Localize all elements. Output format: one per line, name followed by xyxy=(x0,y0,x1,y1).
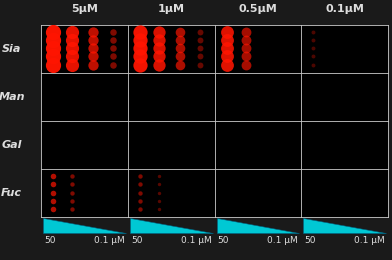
Point xyxy=(177,30,183,34)
Point xyxy=(50,199,56,203)
Point xyxy=(90,46,96,50)
Point xyxy=(137,182,143,186)
Point xyxy=(69,174,76,178)
Point xyxy=(69,191,76,195)
Point xyxy=(197,46,203,50)
Point xyxy=(156,38,162,42)
Text: Gal: Gal xyxy=(1,140,22,150)
Point xyxy=(223,63,230,67)
Point xyxy=(69,63,76,67)
Point xyxy=(156,191,162,195)
Point xyxy=(243,38,249,42)
Point xyxy=(69,38,76,42)
Point xyxy=(137,174,143,178)
Point xyxy=(156,46,162,50)
Point xyxy=(156,199,162,203)
Point xyxy=(50,191,56,195)
Point xyxy=(177,38,183,42)
Point xyxy=(137,38,143,42)
Point xyxy=(197,38,203,42)
Point xyxy=(310,38,317,42)
Text: Sia: Sia xyxy=(2,44,21,54)
Point xyxy=(110,38,116,42)
Point xyxy=(156,182,162,186)
Point xyxy=(197,54,203,58)
Point xyxy=(50,54,56,58)
Point xyxy=(156,54,162,58)
Text: 50: 50 xyxy=(44,236,56,245)
Text: Fuc: Fuc xyxy=(1,188,22,198)
Point xyxy=(69,199,76,203)
Point xyxy=(69,30,76,34)
Point xyxy=(90,30,96,34)
Point xyxy=(50,46,56,50)
Point xyxy=(156,207,162,211)
Point xyxy=(243,54,249,58)
Point xyxy=(50,182,56,186)
Point xyxy=(90,38,96,42)
Point xyxy=(310,54,317,58)
Point xyxy=(50,174,56,178)
Text: 1μM: 1μM xyxy=(158,4,185,14)
Point xyxy=(137,199,143,203)
Text: 5μM: 5μM xyxy=(71,4,98,14)
Point xyxy=(243,63,249,67)
Point xyxy=(50,30,56,34)
Point xyxy=(110,54,116,58)
Point xyxy=(197,63,203,67)
Point xyxy=(177,46,183,50)
Point xyxy=(69,182,76,186)
Point xyxy=(223,46,230,50)
Point xyxy=(137,46,143,50)
Text: 0.1 μM: 0.1 μM xyxy=(94,236,125,245)
Point xyxy=(110,63,116,67)
Text: Man: Man xyxy=(0,92,25,102)
Point xyxy=(69,54,76,58)
Point xyxy=(110,30,116,34)
Point xyxy=(50,63,56,67)
Point xyxy=(243,46,249,50)
Point xyxy=(223,38,230,42)
Point xyxy=(50,207,56,211)
Point xyxy=(137,207,143,211)
Point xyxy=(110,46,116,50)
Point xyxy=(223,54,230,58)
Point xyxy=(197,30,203,34)
Text: 0.1 μM: 0.1 μM xyxy=(267,236,298,245)
Point xyxy=(223,30,230,34)
Point xyxy=(156,30,162,34)
Point xyxy=(310,63,317,67)
Text: 0.1 μM: 0.1 μM xyxy=(181,236,211,245)
Point xyxy=(137,30,143,34)
Text: 50: 50 xyxy=(131,236,143,245)
Point xyxy=(69,46,76,50)
Text: 50: 50 xyxy=(305,236,316,245)
Point xyxy=(177,63,183,67)
Point xyxy=(310,46,317,50)
Point xyxy=(50,38,56,42)
Point xyxy=(90,63,96,67)
Point xyxy=(137,191,143,195)
Point xyxy=(137,54,143,58)
Point xyxy=(156,63,162,67)
Point xyxy=(177,54,183,58)
Text: 0.1 μM: 0.1 μM xyxy=(354,236,385,245)
Point xyxy=(310,30,317,34)
Point xyxy=(137,63,143,67)
Point xyxy=(243,30,249,34)
Point xyxy=(90,54,96,58)
Point xyxy=(69,207,76,211)
Text: 50: 50 xyxy=(218,236,229,245)
Text: 0.1μM: 0.1μM xyxy=(325,4,364,14)
Point xyxy=(156,174,162,178)
Text: 0.5μM: 0.5μM xyxy=(239,4,278,14)
